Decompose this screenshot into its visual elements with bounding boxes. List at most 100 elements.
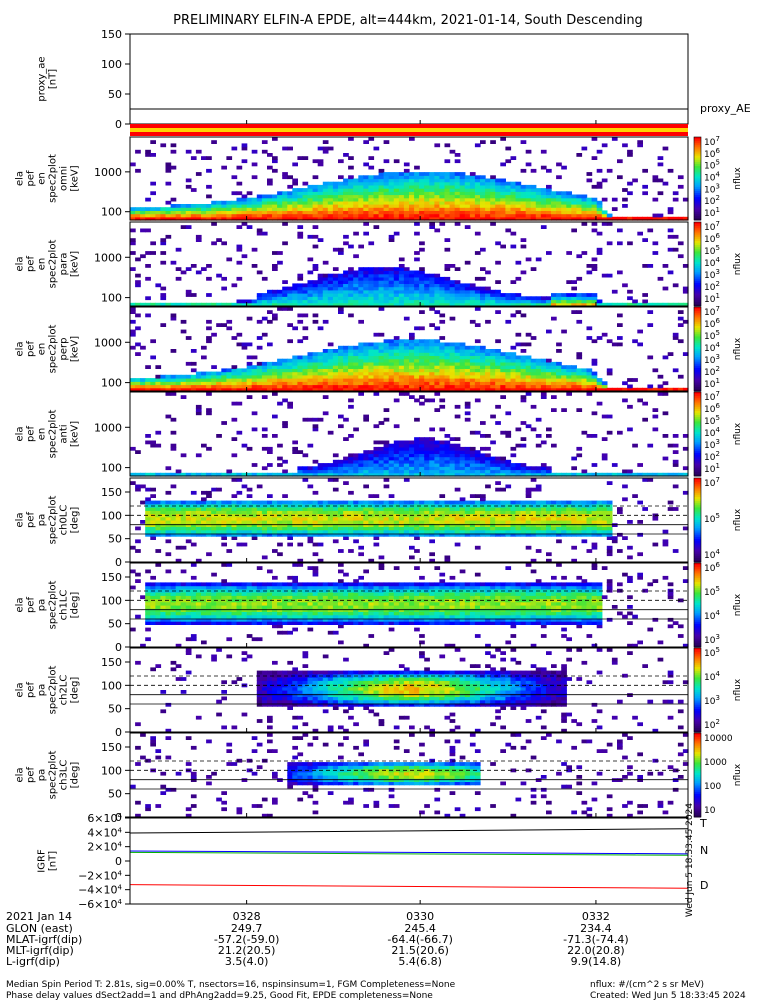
heatmap-cell: [327, 510, 334, 515]
heatmap-cell: [485, 188, 491, 192]
heatmap-cell: [363, 472, 369, 477]
heatmap-cell: [251, 162, 258, 167]
heatmap-cell: [368, 532, 375, 537]
heatmap-cell: [591, 411, 598, 416]
heatmap-cell: [505, 459, 512, 464]
ylabel-line: ela: [15, 341, 26, 356]
colorbar-segment: [694, 359, 701, 363]
heatmap-cell: [459, 283, 466, 288]
heatmap-cell: [287, 358, 293, 363]
heatmap-cell: [454, 507, 461, 511]
heatmap-cell: [277, 216, 283, 221]
heatmap-cell: [195, 216, 202, 221]
heatmap-cell: [515, 191, 522, 196]
heatmap-cell: [317, 381, 324, 386]
heatmap-cell: [155, 384, 162, 389]
heatmap-cell: [500, 374, 506, 379]
heatmap-cell: [231, 526, 238, 531]
heatmap-cell: [170, 417, 177, 422]
heatmap-cell: [525, 216, 532, 221]
heatmap-cell: [221, 421, 227, 425]
heatmap-cell: [307, 523, 314, 527]
heatmap-cell: [424, 210, 430, 215]
heatmap-cell: [566, 472, 572, 477]
heatmap-cell: [211, 529, 217, 534]
heatmap-cell: [474, 349, 481, 353]
heatmap-cell: [140, 345, 146, 350]
heatmap-cell: [378, 503, 385, 508]
heatmap-cell: [261, 231, 268, 236]
heatmap-cell: [302, 368, 309, 373]
heatmap-cell: [459, 381, 466, 386]
heatmap-cell: [353, 197, 359, 202]
heatmap-cell: [398, 299, 405, 304]
heatmap-cell: [312, 302, 319, 307]
heatmap-cell: [419, 401, 425, 406]
heatmap-cell: [444, 349, 451, 353]
heatmap-cell: [145, 529, 151, 534]
heatmap-cell: [393, 302, 400, 307]
heatmap-cell: [358, 529, 364, 534]
heatmap-cell: [434, 526, 441, 531]
heatmap-cell: [206, 339, 212, 344]
heatmap-cell: [485, 194, 491, 199]
heatmap-cell: [130, 345, 136, 350]
heatmap-cell: [201, 387, 207, 392]
heatmap-cell: [530, 404, 537, 409]
heatmap-cell: [312, 264, 319, 268]
heatmap-cell: [672, 387, 679, 392]
heatmap-cell: [424, 526, 430, 531]
heatmap-cell: [378, 213, 385, 218]
heatmap-cell: [175, 384, 182, 389]
heatmap-cell: [566, 374, 572, 379]
heatmap-cell: [434, 216, 441, 221]
heatmap-cell: [256, 213, 263, 218]
heatmap-cell: [322, 361, 329, 366]
heatmap-cell: [206, 371, 212, 376]
heatmap-cell: [403, 283, 410, 288]
heatmap-cell: [500, 355, 506, 360]
heatmap-cell: [348, 349, 354, 353]
heatmap-cell: [195, 213, 202, 218]
heatmap-cell: [424, 398, 430, 403]
heatmap-cell: [515, 378, 522, 382]
heatmap-cell: [439, 427, 446, 432]
heatmap-cell: [647, 323, 654, 327]
heatmap-cell: [419, 210, 425, 215]
heatmap-cell: [267, 213, 273, 218]
heatmap-cell: [322, 395, 329, 399]
heatmap-cell: [211, 204, 217, 208]
heatmap-cell: [277, 523, 283, 527]
heatmap-cell: [226, 516, 233, 521]
heatmap-cell: [388, 339, 395, 344]
heatmap-cell: [434, 293, 441, 297]
heatmap-cell: [449, 280, 456, 284]
heatmap-cell: [368, 137, 375, 141]
heatmap-cell: [241, 207, 248, 211]
heatmap-cell: [495, 188, 501, 192]
heatmap-cell: [190, 213, 197, 218]
heatmap-cell: [617, 336, 623, 340]
heatmap-cell: [474, 516, 481, 521]
heatmap-cell: [246, 361, 253, 366]
heatmap-cell: [434, 387, 441, 392]
heatmap-cell: [388, 200, 395, 205]
heatmap-cell: [454, 459, 461, 464]
colorbar-segment: [694, 285, 701, 288]
heatmap-cell: [672, 472, 679, 477]
heatmap-cell: [297, 510, 304, 515]
heatmap-cell: [429, 194, 435, 199]
heatmap-cell: [525, 503, 532, 508]
heatmap-cell: [464, 283, 471, 288]
heatmap-cell: [135, 302, 141, 307]
heatmap-cell: [358, 342, 364, 347]
heatmap-cell: [505, 434, 512, 438]
heatmap-cell: [464, 200, 471, 205]
heatmap-cell: [383, 267, 390, 271]
heatmap-cell: [353, 374, 359, 379]
heatmap-cell: [551, 516, 557, 521]
heatmap-cell: [454, 175, 461, 180]
heatmap-cell: [510, 188, 517, 192]
heatmap-cell: [449, 384, 456, 389]
heatmap-cell: [322, 280, 329, 284]
